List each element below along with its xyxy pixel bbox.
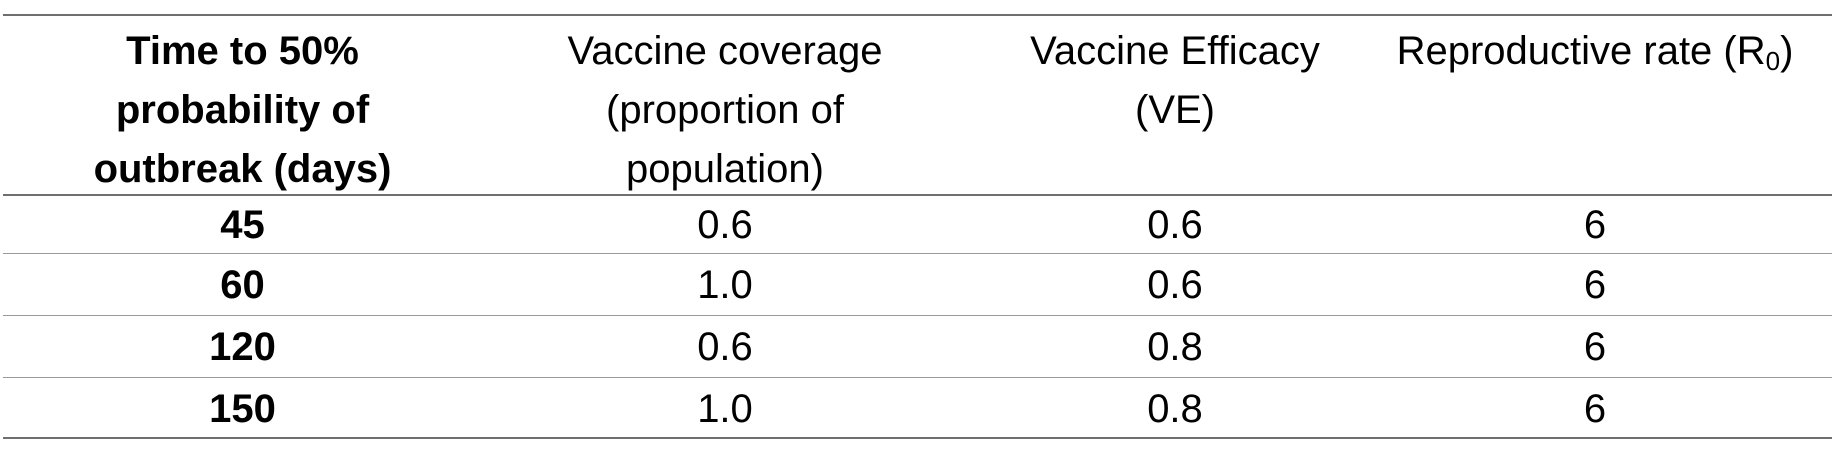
table-cell-coverage: 1.0 xyxy=(697,263,753,307)
table-cell-efficacy: 0.8 xyxy=(1147,387,1203,431)
table-cell-efficacy: 0.8 xyxy=(1147,325,1203,369)
table-cell-coverage: 0.6 xyxy=(697,325,753,369)
header-vaccine-coverage: Vaccine coverage (proportion of populati… xyxy=(475,22,975,199)
header-line: probability of xyxy=(115,88,370,132)
row-divider xyxy=(3,253,1832,254)
table-cell-efficacy: 0.6 xyxy=(1147,263,1203,307)
table-cell-r0: 6 xyxy=(1583,325,1607,369)
table-cell-days: 45 xyxy=(220,203,265,247)
table-cell-r0: 6 xyxy=(1583,387,1607,431)
header-line: Vaccine coverage xyxy=(567,29,883,73)
header-time-to-outbreak: Time to 50% probability of outbreak (day… xyxy=(20,22,465,199)
table-cell-days: 150 xyxy=(209,387,276,431)
header-subscript: 0 xyxy=(1765,46,1781,76)
row-divider xyxy=(3,315,1832,316)
table-cell-efficacy: 0.6 xyxy=(1147,203,1203,247)
header-line: Vaccine Efficacy xyxy=(1030,29,1320,73)
row-divider xyxy=(3,377,1832,378)
header-line: (VE) xyxy=(1135,88,1215,132)
header-line: outbreak (days) xyxy=(93,147,392,191)
table-cell-coverage: 1.0 xyxy=(697,387,753,431)
header-bottom-rule xyxy=(3,194,1832,196)
table-cell-coverage: 0.6 xyxy=(697,203,753,247)
header-text: Reproductive rate (R xyxy=(1396,29,1766,73)
table-top-rule xyxy=(3,14,1832,16)
table-cell-days: 60 xyxy=(220,263,265,307)
table-bottom-rule xyxy=(3,437,1832,439)
table-cell-r0: 6 xyxy=(1583,203,1607,247)
header-text-suffix: ) xyxy=(1780,29,1794,73)
header-line: Time to 50% xyxy=(126,29,359,73)
header-line: (proportion of xyxy=(606,88,844,132)
header-reproductive-rate: Reproductive rate (R0) xyxy=(1370,22,1820,91)
table-cell-days: 120 xyxy=(209,325,276,369)
table-cell-r0: 6 xyxy=(1583,263,1607,307)
header-line: population) xyxy=(626,147,824,191)
header-vaccine-efficacy: Vaccine Efficacy (VE) xyxy=(975,22,1375,140)
